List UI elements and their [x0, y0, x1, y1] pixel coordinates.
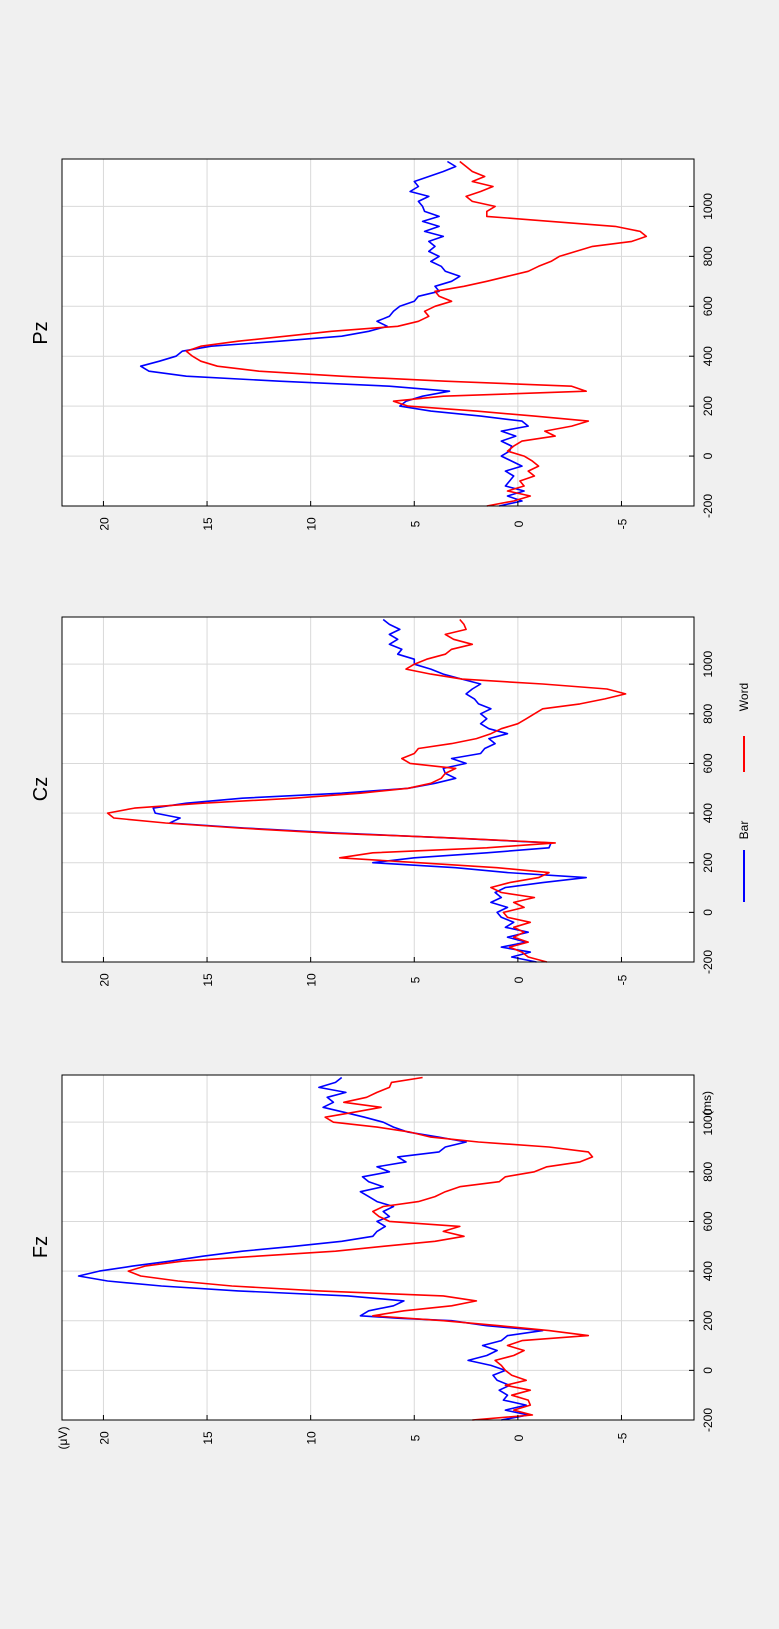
plot-area-pz	[62, 159, 694, 506]
tick-label-amplitude: 5	[408, 976, 422, 983]
tick-label-amplitude: 0	[512, 520, 526, 527]
tick-label-time: 400	[701, 803, 715, 823]
tick-label-amplitude: 5	[408, 520, 422, 527]
tick-label-time: 800	[701, 703, 715, 723]
tick-label-amplitude: -5	[615, 518, 629, 529]
plot-frame-fz	[61, 1074, 695, 1421]
series-line-word	[185, 160, 648, 507]
tick-label-amplitude: 0	[512, 976, 526, 983]
tick-label-time: 1000	[701, 650, 715, 677]
tick-label-amplitude: 20	[97, 973, 111, 987]
panel-pz: 20 15 10 5 0 -5 -200 0 200 400 600 800 1000 Pz	[30, 158, 715, 531]
tick-label-time: 200	[701, 852, 715, 872]
series-lines-cz	[106, 618, 627, 963]
tick-label-time: 0	[701, 1367, 715, 1374]
series-line-bar	[77, 1076, 544, 1421]
tick-label-time: 800	[701, 246, 715, 266]
tick-label-amplitude: 15	[201, 973, 215, 987]
tick-label-amplitude: 10	[305, 517, 319, 531]
tick-label-amplitude: -5	[615, 974, 629, 985]
tick-label-time: 600	[701, 1211, 715, 1231]
tick-label-time: 200	[701, 396, 715, 416]
tick-label-amplitude: 15	[201, 1431, 215, 1445]
legend-label-bar: Bar	[737, 821, 751, 840]
tick-label-time: 0	[701, 909, 715, 916]
tick-label-time: 400	[701, 346, 715, 366]
tick-label-time: -200	[701, 950, 715, 974]
tick-label-amplitude: 5	[408, 1434, 422, 1441]
y-axis-unit-label: (μV)	[56, 1427, 70, 1450]
tick-label-amplitude: -5	[615, 1432, 629, 1443]
tick-label-amplitude: 20	[97, 517, 111, 531]
plot-frame-cz	[61, 616, 695, 963]
tick-label-amplitude: 10	[305, 973, 319, 987]
panel-title-fz: Fz	[30, 1236, 52, 1258]
legend: Bar Word	[737, 683, 751, 902]
panel-cz: 20 15 10 5 0 -5 -200 0 200 400 600 800 1000 Cz	[30, 616, 715, 987]
tick-label-time: 600	[701, 296, 715, 316]
tick-label-amplitude: 15	[201, 517, 215, 531]
tick-label-time: 1000	[701, 1108, 715, 1135]
tick-label-time: 800	[701, 1161, 715, 1181]
tick-label-time: -200	[701, 1408, 715, 1432]
tick-label-time: 600	[701, 753, 715, 773]
series-line-word	[127, 1076, 594, 1421]
x-axis-unit-label: (ms)	[700, 1091, 714, 1115]
tick-label-time: 400	[701, 1261, 715, 1281]
series-line-bar	[152, 618, 588, 963]
ticks-pz: 20 15 10 5 0 -5 -200 0 200 400 600 800 1000	[97, 193, 715, 531]
ticks-fz: 20 15 10 5 0 -5 -200 0 200 400 600 800 1000	[97, 1108, 715, 1444]
plot-frame-pz	[61, 158, 695, 507]
plot-area-cz	[62, 617, 694, 962]
tick-label-amplitude: 10	[305, 1431, 319, 1445]
tick-label-time: 1000	[701, 193, 715, 220]
legend-label-word: Word	[737, 683, 751, 711]
series-lines-fz	[77, 1076, 594, 1421]
tick-label-amplitude: 20	[97, 1431, 111, 1445]
tick-label-time: -200	[701, 494, 715, 518]
grid-pz	[62, 159, 694, 507]
series-line-word	[106, 618, 627, 963]
panel-title-cz: Cz	[30, 777, 52, 801]
ticks-cz: 20 15 10 5 0 -5 -200 0 200 400 600 800 1000	[97, 650, 715, 986]
series-lines-pz	[139, 160, 648, 507]
tick-label-time: 0	[701, 452, 715, 459]
tick-label-amplitude: 0	[512, 1434, 526, 1441]
tick-label-time: 200	[701, 1310, 715, 1330]
panel-title-pz: Pz	[30, 321, 52, 344]
